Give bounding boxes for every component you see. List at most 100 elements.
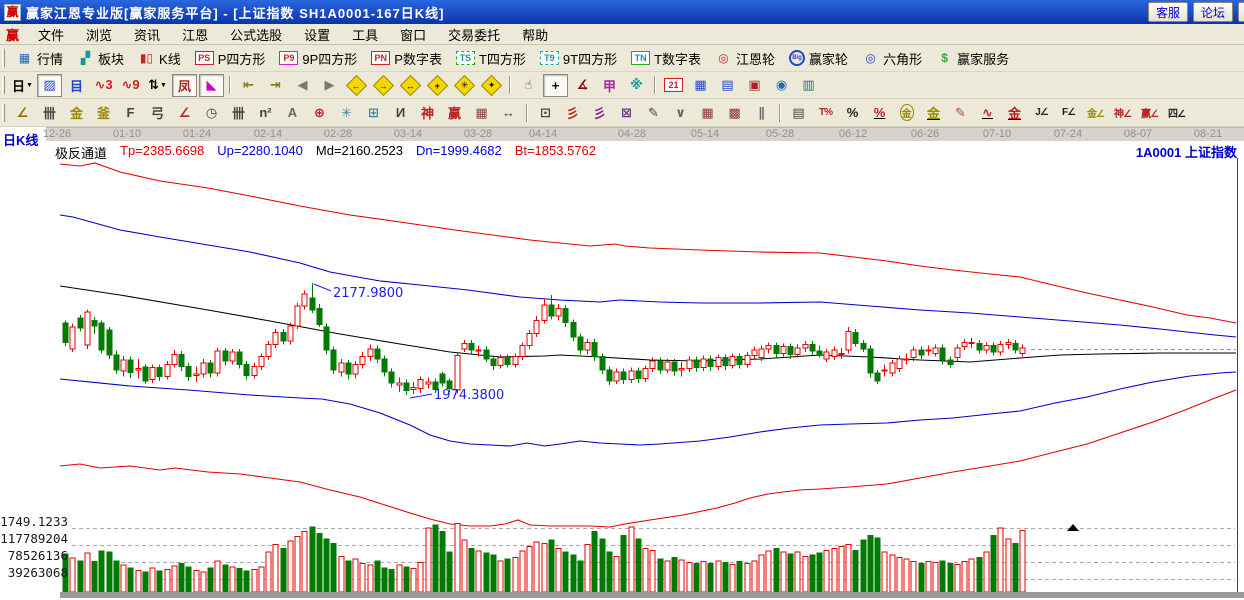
menu-item-浏览[interactable]: 浏览 [86,27,113,43]
trend-pencil-button[interactable]: ✎ [641,101,667,125]
menu-item-窗口[interactable]: 窗口 [400,27,427,43]
volume-view-button[interactable]: ◣ [199,73,224,97]
zoom-fit-button[interactable]: + [425,74,450,97]
p-square-button[interactable]: PS P四方形 [188,46,273,71]
gold-gann-2-button[interactable]: 釜 [91,101,117,125]
percent-button[interactable]: % [840,101,866,125]
compass-tool-button[interactable]: ∠ [10,101,36,125]
n-square-button[interactable]: n² [253,101,279,125]
gann-wheel-button[interactable]: ◎ 江恩轮 [708,46,782,71]
kline-button[interactable]: ▮▯ K线 [131,46,188,71]
kline-chart-canvas[interactable]: 2177.9800 1974.3800 1749.1233 117789204 7852… [0,141,1244,600]
pan-left-button[interactable]: ← [344,74,369,97]
pan-right-button[interactable]: → [371,74,396,97]
first-page-button[interactable]: ⇤ [236,74,261,97]
box-diagonals-button[interactable]: ⊠ [614,101,640,125]
v-lines-button[interactable]: ∨ [668,101,694,125]
grid-lines-button[interactable]: 卌 [37,101,63,125]
spider-web-button[interactable]: ✳ [334,101,360,125]
menu-item-工具[interactable]: 工具 [352,27,379,43]
crosshair-tool-button[interactable]: + [543,73,568,97]
wave-channel-button[interactable]: ∿ [975,101,1001,125]
last-page-button[interactable]: ⇥ [263,74,288,97]
f-lines-button[interactable]: F [118,101,144,125]
angle-gold-button[interactable]: 金∠ [1083,101,1109,125]
zoom-horizontal-button[interactable]: ↔ [398,74,423,97]
angle-four-button[interactable]: 四∠ [1164,101,1190,125]
price-grid-button[interactable]: ▦ [695,101,721,125]
grid-lines-2-button[interactable]: 卌 [226,101,252,125]
width-measure-button[interactable]: ↔ [496,101,522,125]
web-update-button[interactable]: ◉ [769,74,794,97]
angle-ying-button[interactable]: 赢∠ [1137,101,1163,125]
hand-tool-button[interactable]: ☝ [516,74,541,97]
window-button-3[interactable]: 主页 [1238,2,1244,22]
grid-123-button[interactable]: ▦ [469,101,495,125]
gann-mark-button[interactable]: 甲 [597,74,622,97]
t-number-table-button[interactable]: TN T数字表 [624,46,708,71]
period-daily-button[interactable]: 日 ▼ [10,74,35,97]
zoom-out-button[interactable]: ✳ [452,74,477,97]
sectors-button[interactable]: ▞ 板块 [70,46,131,71]
menu-item-江恩[interactable]: 江恩 [182,27,209,43]
step-back-button[interactable]: ◀ [290,74,315,97]
shen-tool-button[interactable]: 神 [415,101,441,125]
menu-item-设置[interactable]: 设置 [304,27,331,43]
t-percent-button[interactable]: T% [813,101,839,125]
angle-shen-button[interactable]: 神∠ [1110,101,1136,125]
wave-9-button[interactable]: ∿9 [118,74,143,97]
title-bar[interactable]: 赢 赢家江恩专业版[赢家服务平台] - [上证指数 SH1A0001-167日K… [0,0,1244,24]
cloud-tool-button[interactable]: ※ [624,74,649,97]
remote-service-button[interactable]: ▥ [796,74,821,97]
ying-tool-button[interactable]: 赢 [442,101,468,125]
mark-pencil-button[interactable]: ✎ [948,101,974,125]
angle-f-button[interactable]: F∠ [1056,101,1082,125]
window-button-1[interactable]: 客服 [1148,2,1188,22]
parallel-lines-button[interactable]: ∥ [749,101,775,125]
price-scale-tool-button[interactable]: ▤ [786,101,812,125]
menu-item-文件[interactable]: 文件 [38,27,65,43]
calculator-button[interactable]: ▦ [688,74,713,97]
percent-line-button[interactable]: % [867,101,893,125]
fan-lines-button[interactable]: 彡 [560,101,586,125]
k-mark-button[interactable]: И [388,101,414,125]
main-chart-view-button[interactable]: ▨ [37,73,62,97]
window-button-2[interactable]: 论坛 [1193,2,1233,22]
quotes-button[interactable]: ▦ 行情 [9,46,70,71]
a-line-button[interactable]: A [280,101,306,125]
quote-panel-button[interactable]: 目 [64,74,89,97]
pattern-tool-button[interactable]: 凤 [172,73,197,97]
calendar-button[interactable]: 21 [661,74,686,97]
zoom-in-button[interactable]: ✦ [479,74,504,97]
spiral-tool-button[interactable]: 弓 [145,101,171,125]
wave-3-button[interactable]: ∿3 [91,74,116,97]
t9-square-button[interactable]: T9 9T四方形 [533,46,624,71]
gold-levels-button[interactable]: 金 [921,101,947,125]
t-square-button[interactable]: TS T四方形 [449,46,533,71]
p-number-table-button[interactable]: PN P数字表 [364,46,449,71]
menu-item-帮助[interactable]: 帮助 [522,27,549,43]
fan-box-button[interactable]: 彡 [587,101,613,125]
angle-j-button[interactable]: J∠ [1029,101,1055,125]
angle-measure-button[interactable]: ∡ [570,74,595,97]
gold-circle-button[interactable]: 金 [894,101,920,125]
winner-service-button[interactable]: $ 赢家服务 [929,46,1016,71]
winner-wheel-button[interactable]: Big 赢家轮 [782,46,855,71]
step-forward-button[interactable]: ▶ [317,74,342,97]
notes-button[interactable]: ▤ [715,74,740,97]
menu-item-资讯[interactable]: 资讯 [134,27,161,43]
compass-red-button[interactable]: ∠ [172,101,198,125]
square-web-button[interactable]: ⊞ [361,101,387,125]
gold-gann-1-button[interactable]: 金 [64,101,90,125]
date-axis[interactable]: 12-26 01-10 01-24 02-14 02-28 03-14 03-28 04-14… [0,127,1244,141]
circle-cross-button[interactable]: ⊕ [307,101,333,125]
price-grid-arrow-button[interactable]: ▩ [722,101,748,125]
menu-item-公式选股[interactable]: 公式选股 [230,27,283,43]
save-button[interactable]: ▣ [742,74,767,97]
hexagon-button[interactable]: ◎ 六角形 [855,46,929,71]
p9-square-button[interactable]: P9 9P四方形 [272,46,364,71]
gold-underline-button[interactable]: 金 [1002,101,1028,125]
box-tool-button[interactable]: ⊡ [533,101,559,125]
cycle-clock-button[interactable]: ◷ [199,101,225,125]
menu-item-交易委托[interactable]: 交易委托 [448,27,501,43]
